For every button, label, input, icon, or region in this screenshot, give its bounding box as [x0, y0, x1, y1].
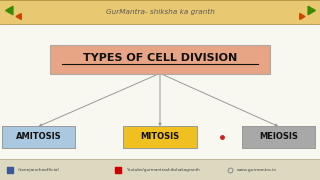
- Text: GurMantra- shiksha ka granth: GurMantra- shiksha ka granth: [106, 9, 214, 15]
- FancyBboxPatch shape: [123, 126, 197, 148]
- Bar: [0, 0, 320, 24]
- Bar: [0, 159, 320, 180]
- Text: MEIOSIS: MEIOSIS: [259, 132, 298, 141]
- Text: Youtube/gurmantrashikshakagranth: Youtube/gurmantrashikshakagranth: [126, 168, 200, 172]
- Text: AMITOSIS: AMITOSIS: [16, 132, 61, 141]
- FancyBboxPatch shape: [2, 126, 75, 148]
- Text: /tanejanehaofficial: /tanejanehaofficial: [18, 168, 58, 172]
- FancyBboxPatch shape: [242, 126, 315, 148]
- Text: MITOSIS: MITOSIS: [140, 132, 180, 141]
- Text: www.gurmantra.in: www.gurmantra.in: [237, 168, 277, 172]
- FancyBboxPatch shape: [50, 44, 270, 74]
- Text: TYPES OF CELL DIVISION: TYPES OF CELL DIVISION: [83, 53, 237, 63]
